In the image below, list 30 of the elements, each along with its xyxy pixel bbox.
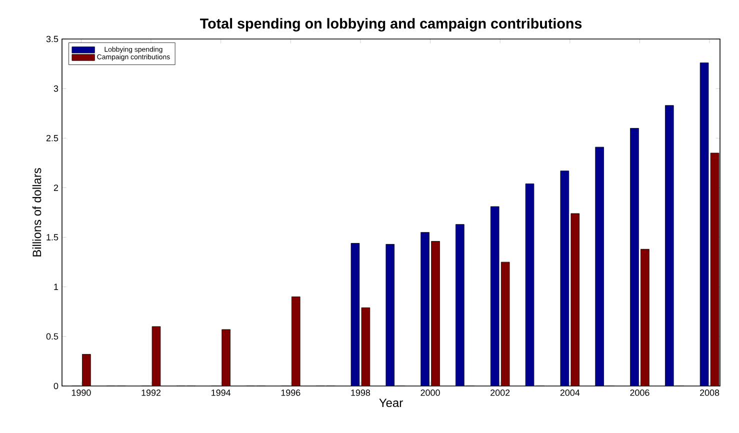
chart-title: Total spending on lobbying and campaign contributions [200, 18, 582, 32]
bar [431, 241, 440, 386]
x-tick-label: 2002 [490, 390, 510, 396]
y-tick-label: 3.5 [46, 36, 58, 42]
x-axis-title: Year [379, 398, 403, 408]
y-tick-label: 1 [54, 284, 58, 290]
bar [222, 329, 230, 386]
bar [456, 224, 464, 386]
bar [665, 105, 674, 386]
x-tick-label: 1992 [142, 390, 161, 396]
y-tick-label: 3 [54, 85, 58, 92]
bar [595, 146, 604, 386]
x-tick-label: 1998 [351, 390, 370, 396]
y-tick-label: 1.5 [46, 234, 58, 240]
y-tick-label: 0.5 [46, 333, 58, 340]
y-tick-label: 2 [54, 184, 58, 191]
bar [420, 232, 430, 386]
y-axis-title: Billions of dollars [32, 168, 42, 256]
y-tick-label: 0 [54, 382, 58, 390]
x-tick-label: 1996 [281, 390, 300, 396]
y-tick-label: 2.5 [46, 134, 58, 142]
bar [640, 248, 650, 386]
bar [82, 354, 91, 386]
x-tick-label: 2000 [420, 390, 440, 396]
x-tick-label: 2008 [700, 390, 720, 396]
bar [630, 128, 639, 386]
x-tick-label: 2006 [630, 390, 650, 396]
x-tick-label: 1990 [72, 390, 91, 396]
x-tick-label: 1994 [212, 390, 231, 396]
x-tick-label: 2004 [560, 390, 580, 396]
